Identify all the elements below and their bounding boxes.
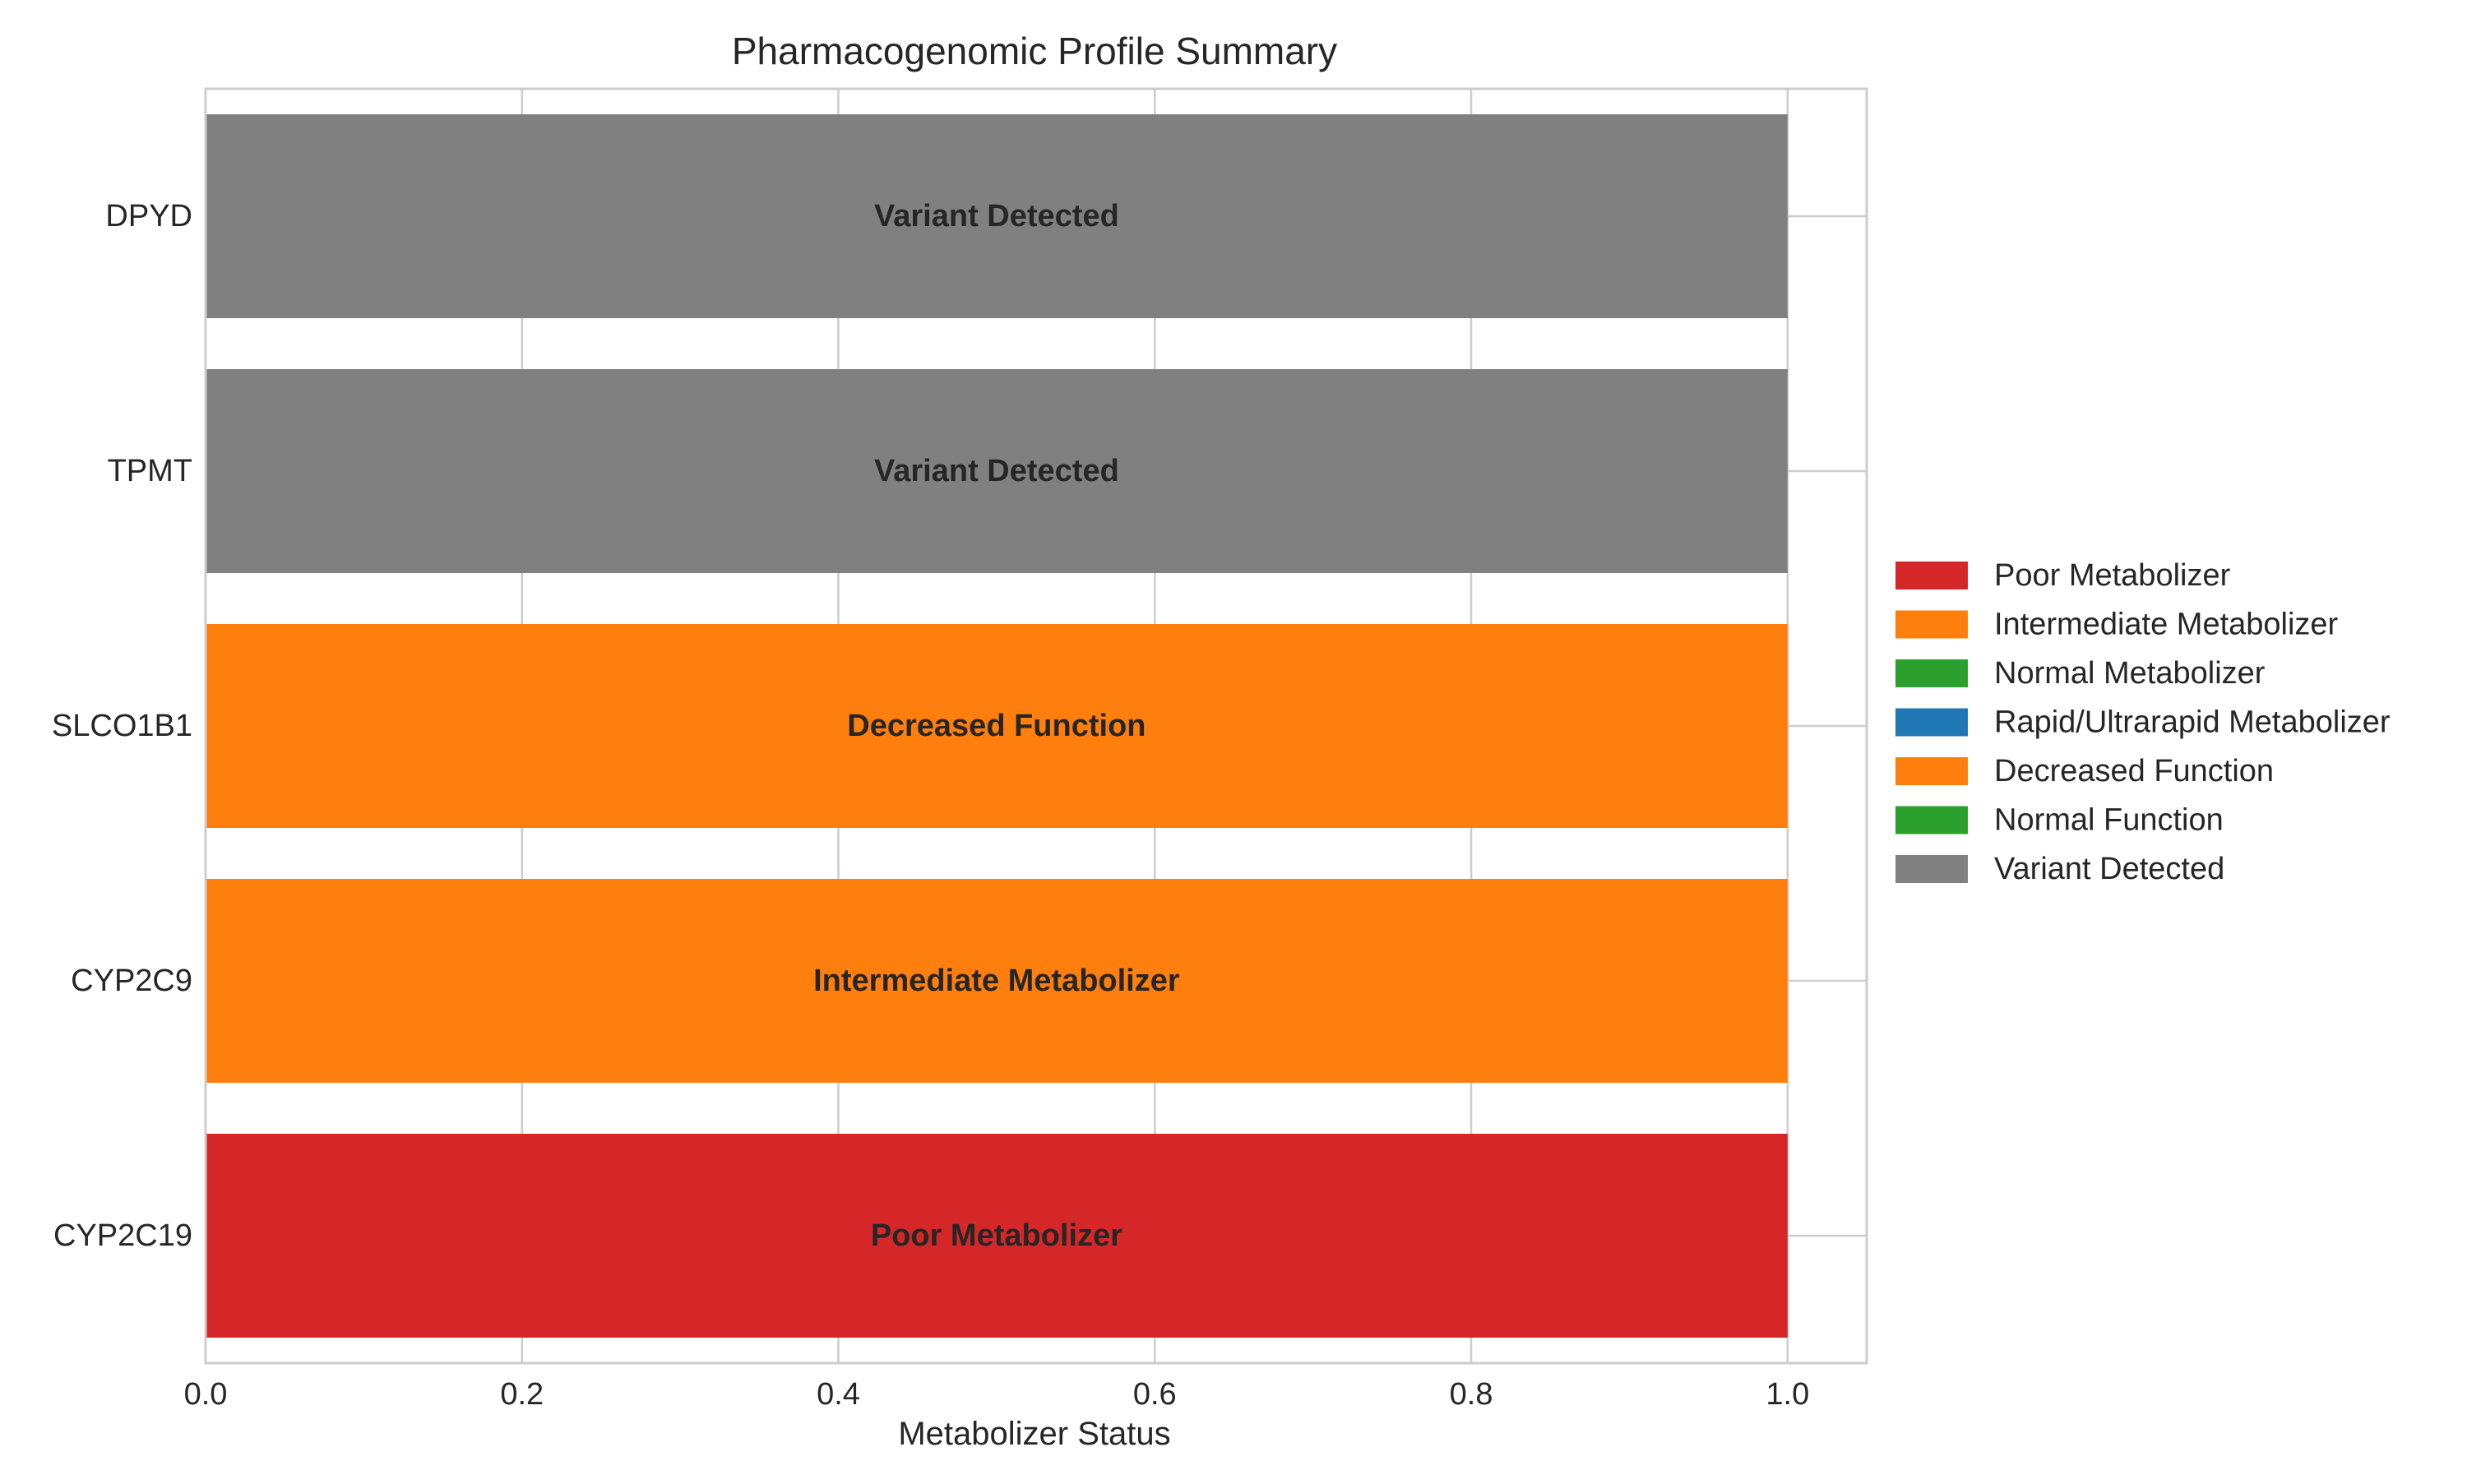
y-tick-label: CYP2C19 <box>53 1218 192 1253</box>
bar-label: Variant Detected <box>874 454 1119 488</box>
chart-title: Pharmacogenomic Profile Summary <box>732 30 1337 72</box>
legend-label: Rapid/Ultrarapid Metabolizer <box>1994 705 2391 740</box>
bar-label: Decreased Function <box>847 709 1146 743</box>
tick-labels: DPYD TPMT SLCO1B1 CYP2C9 CYP2C19 0.0 0.2 0.4 0.6… <box>52 199 1809 1412</box>
bar <box>206 624 1788 828</box>
legend: Poor Metabolizer Intermediate Metabolizer… <box>1895 558 2391 886</box>
legend-swatch <box>1895 562 1968 589</box>
legend-swatch <box>1895 855 1968 883</box>
bar <box>206 879 1788 1083</box>
x-tick-label: 0.2 <box>500 1377 544 1412</box>
x-tick-label: 0.6 <box>1133 1377 1177 1412</box>
x-tick-label: 0.4 <box>817 1377 860 1412</box>
x-tick-label: 1.0 <box>1766 1377 1809 1412</box>
legend-label: Normal Metabolizer <box>1994 656 2266 691</box>
bar <box>206 114 1788 318</box>
legend-swatch <box>1895 806 1968 834</box>
x-axis-label: Metabolizer Status <box>898 1416 1170 1452</box>
plot-frame <box>204 87 1868 1365</box>
x-tick-label: 0.8 <box>1450 1377 1493 1412</box>
bar-label: Variant Detected <box>874 199 1119 233</box>
legend-label: Variant Detected <box>1994 852 2224 886</box>
legend-label: Intermediate Metabolizer <box>1994 608 2339 642</box>
y-tick-label: TPMT <box>108 454 192 488</box>
bar <box>206 1134 1788 1338</box>
x-tick-label: 0.0 <box>184 1377 228 1412</box>
bar-label: Intermediate Metabolizer <box>813 964 1180 998</box>
legend-swatch <box>1895 708 1968 737</box>
y-tick-label: SLCO1B1 <box>52 709 192 743</box>
legend-swatch <box>1895 659 1968 687</box>
y-tick-label: DPYD <box>105 199 192 233</box>
bars: Variant Detected Variant Detected Decrease… <box>206 114 1788 1338</box>
legend-label: Poor Metabolizer <box>1994 558 2231 593</box>
legend-label: Decreased Function <box>1994 754 2274 788</box>
bar-label: Poor Metabolizer <box>871 1218 1122 1253</box>
legend-swatch <box>1895 757 1968 785</box>
legend-label: Normal Function <box>1994 803 2224 838</box>
bar <box>206 369 1788 573</box>
y-tick-label: CYP2C9 <box>71 964 192 998</box>
legend-swatch <box>1895 610 1968 639</box>
axes-frame <box>204 87 1868 1365</box>
